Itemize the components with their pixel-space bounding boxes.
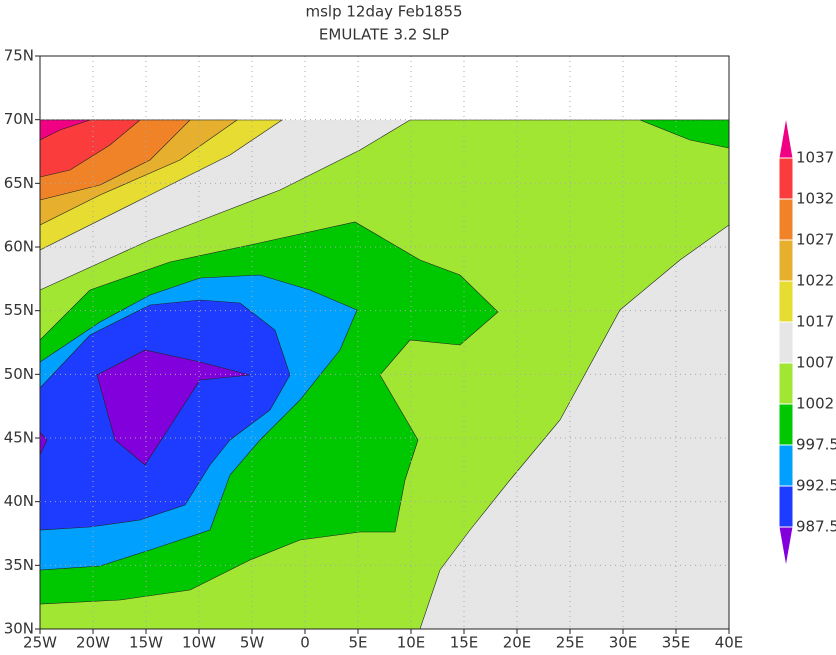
contour-fill — [39, 119, 730, 630]
y-tick-label: 55N — [4, 301, 34, 319]
colorbar-box — [778, 280, 794, 323]
axes: 25W 20W 15W 10W 5W 0 5E 10E 15E 20E 25E 30E 35E 40E 30… — [4, 47, 744, 652]
colorbar-box — [778, 321, 794, 364]
x-tick-label: 35E — [662, 634, 691, 652]
x-tick-label: 30E — [609, 634, 638, 652]
y-tick-label: 65N — [4, 174, 34, 192]
purple-region — [96, 349, 251, 466]
colorbar-label: 1037 — [796, 149, 834, 167]
colorbar-triangle — [778, 526, 794, 568]
x-tick-label: 10W — [182, 634, 216, 652]
y-tick-label: 70N — [4, 110, 34, 128]
y-tick-label: 75N — [4, 47, 34, 65]
colorbar-box — [778, 362, 794, 405]
x-tick-label: 20W — [76, 634, 110, 652]
y-tick-label: 60N — [4, 238, 34, 256]
x-tick-label: 25W — [23, 634, 57, 652]
colorbar-box — [778, 198, 794, 241]
colorbar-box — [778, 239, 794, 282]
subtitle: EMULATE 3.2 SLP — [319, 26, 449, 44]
colorbar-label: 987.5 — [796, 518, 836, 536]
x-tick-label: 0 — [300, 634, 310, 652]
colorbar-box — [778, 157, 794, 200]
y-tick-label: 40N — [4, 492, 34, 510]
colorbar-label: 1017 — [796, 313, 834, 331]
colorbar-box — [778, 444, 794, 487]
map-frame — [39, 55, 730, 630]
y-tick-label: 50N — [4, 365, 34, 383]
colorbar-label: 1007 — [796, 354, 834, 372]
x-tick-label: 40E — [715, 634, 744, 652]
colorbar-box — [778, 403, 794, 446]
x-tick-label: 25E — [556, 634, 585, 652]
x-tick-label: 15E — [450, 634, 479, 652]
colorbar-label: 1022 — [796, 272, 834, 290]
colorbar-box — [778, 485, 794, 528]
x-tick-label: 5W — [240, 634, 265, 652]
y-tick-label: 30N — [4, 620, 34, 638]
colorbar-triangle — [778, 116, 794, 159]
y-tick-label: 45N — [4, 429, 34, 447]
title: mslp 12day Feb1855 — [305, 3, 462, 21]
colorbar-label: 1027 — [796, 231, 834, 249]
y-tick-label: 35N — [4, 556, 34, 574]
x-tick-label: 15W — [129, 634, 163, 652]
colorbar: 987.5 992.5 997.5 1002 1007 1017 1022 1027 1032 1… — [778, 116, 836, 568]
x-tick-label: 10E — [397, 634, 426, 652]
colorbar-label: 997.5 — [796, 436, 836, 454]
colorbar-label: 992.5 — [796, 477, 836, 495]
x-tick-label: 5E — [348, 634, 367, 652]
colorbar-label: 1032 — [796, 190, 834, 208]
x-tick-label: 20E — [503, 634, 532, 652]
colorbar-label: 1002 — [796, 395, 834, 413]
